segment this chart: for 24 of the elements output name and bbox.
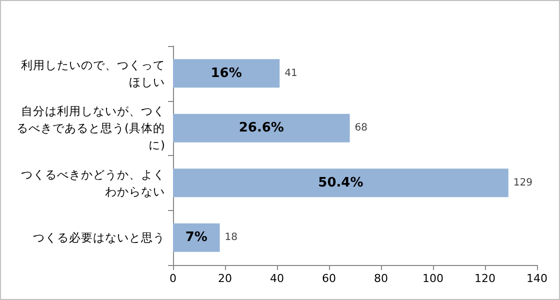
x-tick-label: 100 bbox=[422, 272, 444, 285]
data-label: 18 bbox=[224, 232, 238, 244]
x-tick-label: 140 bbox=[526, 272, 548, 285]
x-tick-label: 0 bbox=[170, 272, 176, 285]
x-tick-label: 120 bbox=[474, 272, 496, 285]
data-label: 41 bbox=[284, 68, 298, 79]
bar bbox=[173, 168, 508, 198]
y-tick-label: つくるべきかどうか、よくわからない bbox=[21, 167, 165, 198]
bar bbox=[173, 114, 350, 142]
x-tick-label: 40 bbox=[270, 272, 284, 285]
annotation: 7% bbox=[185, 230, 208, 246]
x-tick-label: 60 bbox=[322, 272, 336, 285]
y-tick-label: 自分は利用しないが、つくるべきであると思う(具体的に) bbox=[16, 104, 165, 152]
y-tick-label: つくる必要はないと思う bbox=[33, 230, 165, 245]
annotation: 16% bbox=[210, 66, 242, 81]
data-label: 68 bbox=[354, 122, 368, 134]
data-label: 129 bbox=[513, 177, 532, 188]
x-tick-label: 20 bbox=[218, 272, 232, 285]
x-tick-label: 80 bbox=[374, 272, 388, 285]
annotation: 26.6% bbox=[238, 120, 284, 136]
bar bbox=[173, 59, 280, 88]
y-tick-label: 利用したいので、つくってほしい bbox=[21, 58, 165, 89]
annotation: 50.4% bbox=[318, 175, 364, 190]
bar bbox=[173, 223, 220, 252]
